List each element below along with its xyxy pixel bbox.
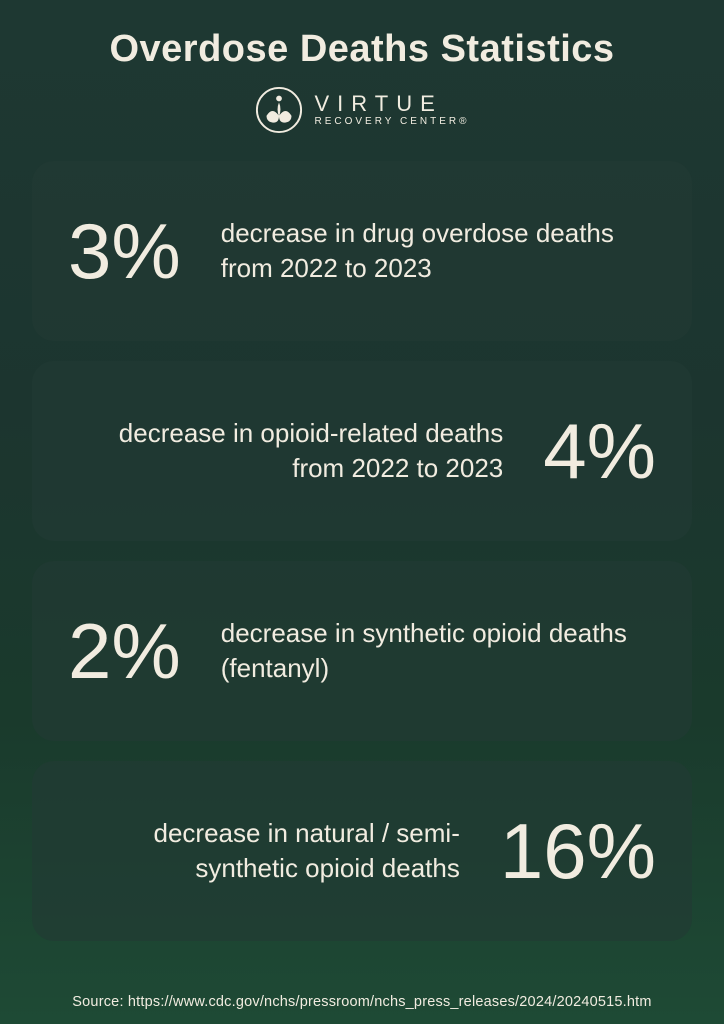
logo-text: VIRTUE RECOVERY CENTER® [314,93,469,127]
stat-description: decrease in synthetic opioid deaths (fen… [221,616,656,686]
source-text: Source: https://www.cdc.gov/nchs/pressro… [0,994,724,1010]
stat-card: 2% decrease in synthetic opioid deaths (… [32,561,692,741]
stat-value: 4% [543,412,656,490]
stat-cards: 3% decrease in drug overdose deaths from… [0,135,724,941]
logo-block: VIRTUE RECOVERY CENTER® [0,85,724,135]
stat-value: 2% [68,612,181,690]
virtue-logo-icon [254,85,304,135]
stat-description: decrease in natural / semi-synthetic opi… [68,816,460,886]
page-title: Overdose Deaths Statistics [0,0,724,71]
stat-description: decrease in drug overdose deaths from 20… [221,216,656,286]
stat-value: 16% [500,812,656,890]
stat-card: 4% decrease in opioid-related deaths fro… [32,361,692,541]
stat-card: 16% decrease in natural / semi-synthetic… [32,761,692,941]
stat-description: decrease in opioid-related deaths from 2… [68,416,503,486]
logo-sub-text: RECOVERY CENTER® [314,117,469,127]
stat-value: 3% [68,212,181,290]
stat-card: 3% decrease in drug overdose deaths from… [32,161,692,341]
logo-main-text: VIRTUE [314,93,442,115]
